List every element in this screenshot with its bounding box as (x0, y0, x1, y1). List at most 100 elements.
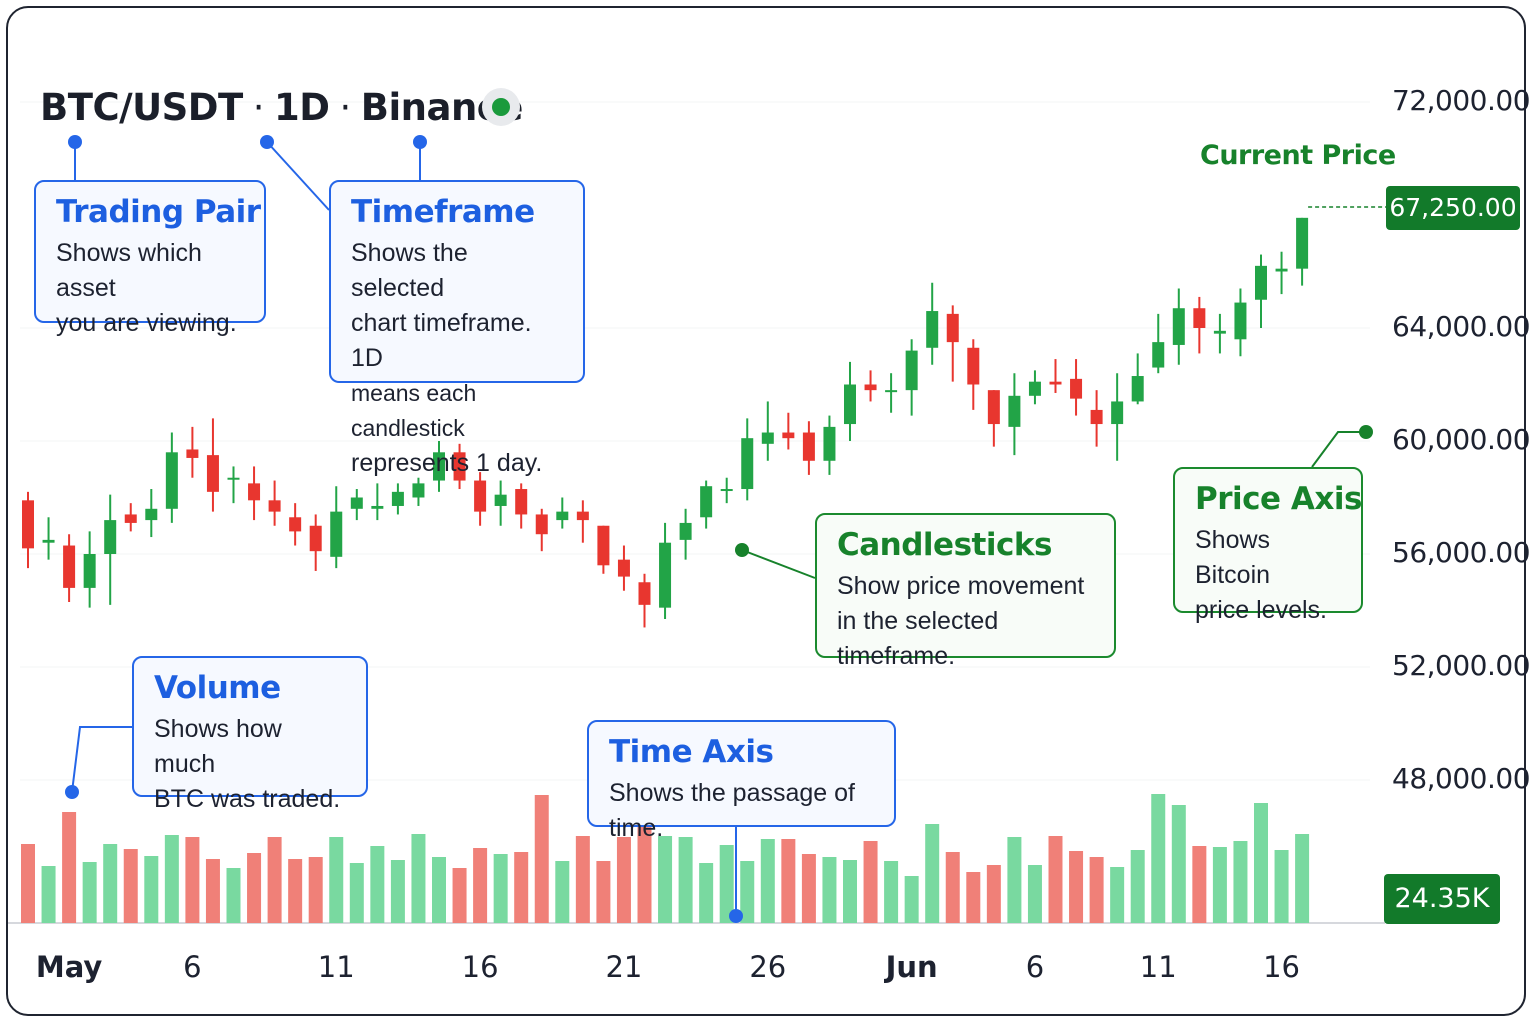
volume-bar (1027, 865, 1042, 923)
candlesticks-connector (741, 549, 816, 579)
callout-line: chart timeframe. 1D (351, 309, 532, 372)
candle-body (350, 497, 363, 509)
volume-bar (267, 837, 282, 923)
candle-body (926, 311, 939, 348)
candle-body (165, 452, 178, 509)
volume-callout: Volume Shows how much BTC was traded. (132, 656, 368, 813)
candlesticks-callout: Candlesticks Show price movement in the … (815, 513, 1116, 670)
candle-body (1008, 395, 1021, 427)
candle-body (494, 494, 507, 506)
volume-bar (452, 868, 467, 923)
callout-title: Time Axis (609, 734, 774, 770)
volume-bar (1110, 867, 1125, 923)
time-tick-label: 16 (1263, 950, 1300, 984)
candle-body (720, 489, 733, 492)
timeframe-callout: Timeframe Shows the selected chart timef… (329, 180, 585, 477)
price-tick-label: 64,000.00 (1392, 310, 1531, 343)
price-axis-callout: Price Axis Shows Bitcoin price levels. (1173, 467, 1363, 624)
current-price-badge: 67,250.00 (1386, 186, 1520, 230)
price-axis-connector (1311, 431, 1366, 468)
volume-bar (699, 863, 714, 923)
candle-body (1275, 268, 1288, 272)
candle-body (371, 505, 384, 509)
timeframe-header-dot (413, 135, 427, 149)
volume-bar (1212, 847, 1227, 923)
volume-bar (41, 866, 56, 923)
volume-bar (596, 861, 611, 923)
volume-bar (678, 837, 693, 923)
time-tick-label: 6 (183, 950, 202, 984)
timeframe-connector (266, 141, 330, 211)
candle-body (104, 520, 117, 554)
volume-bar (1069, 851, 1084, 923)
volume-bar (411, 834, 426, 923)
candle-body (802, 432, 815, 461)
candle-body (987, 390, 1000, 425)
volume-bar (82, 862, 97, 923)
candle-body (1090, 409, 1103, 425)
candle-body (1111, 401, 1124, 425)
trading-pair[interactable]: BTC/USDT (40, 86, 243, 129)
header-separator: · (339, 86, 352, 129)
volume-bar (534, 795, 549, 923)
volume-bar (1192, 846, 1207, 923)
callout-line: represents 1 day. (351, 449, 543, 477)
callout-title: Price Axis (1195, 481, 1362, 517)
candle-body (556, 511, 569, 521)
candle-body (1070, 378, 1083, 399)
callout-line: Show price movement (837, 572, 1085, 600)
candle-body (864, 384, 877, 391)
volume-bar (349, 863, 364, 923)
callout-line: you are viewing. (56, 309, 237, 337)
candle-body (1213, 330, 1226, 334)
time-tick-label: 16 (461, 950, 499, 984)
callout-line: Shows Bitcoin (1195, 526, 1271, 589)
time-tick-label: 21 (605, 950, 643, 984)
price-tick-label: 72,000.00 (1392, 84, 1531, 117)
callout-line: means each candlestick (351, 380, 477, 441)
volume-bar (144, 856, 159, 923)
candle-body (515, 489, 528, 515)
volume-bar (884, 861, 899, 923)
candle-body (289, 517, 302, 532)
volume-bar (164, 835, 179, 923)
candle-body (145, 508, 158, 521)
timeframe-value[interactable]: 1D (274, 86, 330, 129)
volume-bar (123, 849, 138, 923)
callout-line: in the selected timeframe. (837, 607, 999, 670)
candlesticks-dot (735, 543, 749, 557)
volume-bar (226, 868, 241, 923)
volume-bar (432, 857, 446, 923)
volume-bar (1274, 850, 1289, 923)
trading-pair-dot (68, 135, 82, 149)
time-tick-label: 11 (1139, 950, 1177, 984)
callout-title: Volume (154, 670, 281, 706)
volume-bar (1151, 794, 1166, 923)
callout-title: Candlesticks (837, 527, 1052, 563)
candle-body (1028, 381, 1041, 396)
volume-bar (781, 839, 796, 923)
volume-bar (1254, 803, 1268, 923)
candle-body (433, 452, 445, 481)
candle-body (1131, 376, 1144, 402)
callout-title: Trading Pair (56, 194, 261, 230)
volume-bar (62, 812, 77, 923)
candle-body (453, 452, 466, 481)
candle-body (22, 500, 34, 549)
candle-body (186, 449, 199, 458)
candle-body (268, 500, 281, 512)
timeframe-dot (260, 135, 274, 149)
candle-body (679, 522, 692, 540)
volume-bar (1171, 805, 1186, 923)
candle-body (42, 539, 55, 543)
volume-bar (1130, 850, 1145, 923)
candle-body (946, 313, 959, 343)
candle-body (1255, 265, 1267, 300)
volume-bar (843, 860, 857, 923)
volume-bar (370, 846, 385, 923)
candle-body (474, 480, 487, 512)
candle-body (124, 514, 137, 523)
volume-bar (1048, 836, 1063, 923)
volume-bar (719, 845, 734, 923)
